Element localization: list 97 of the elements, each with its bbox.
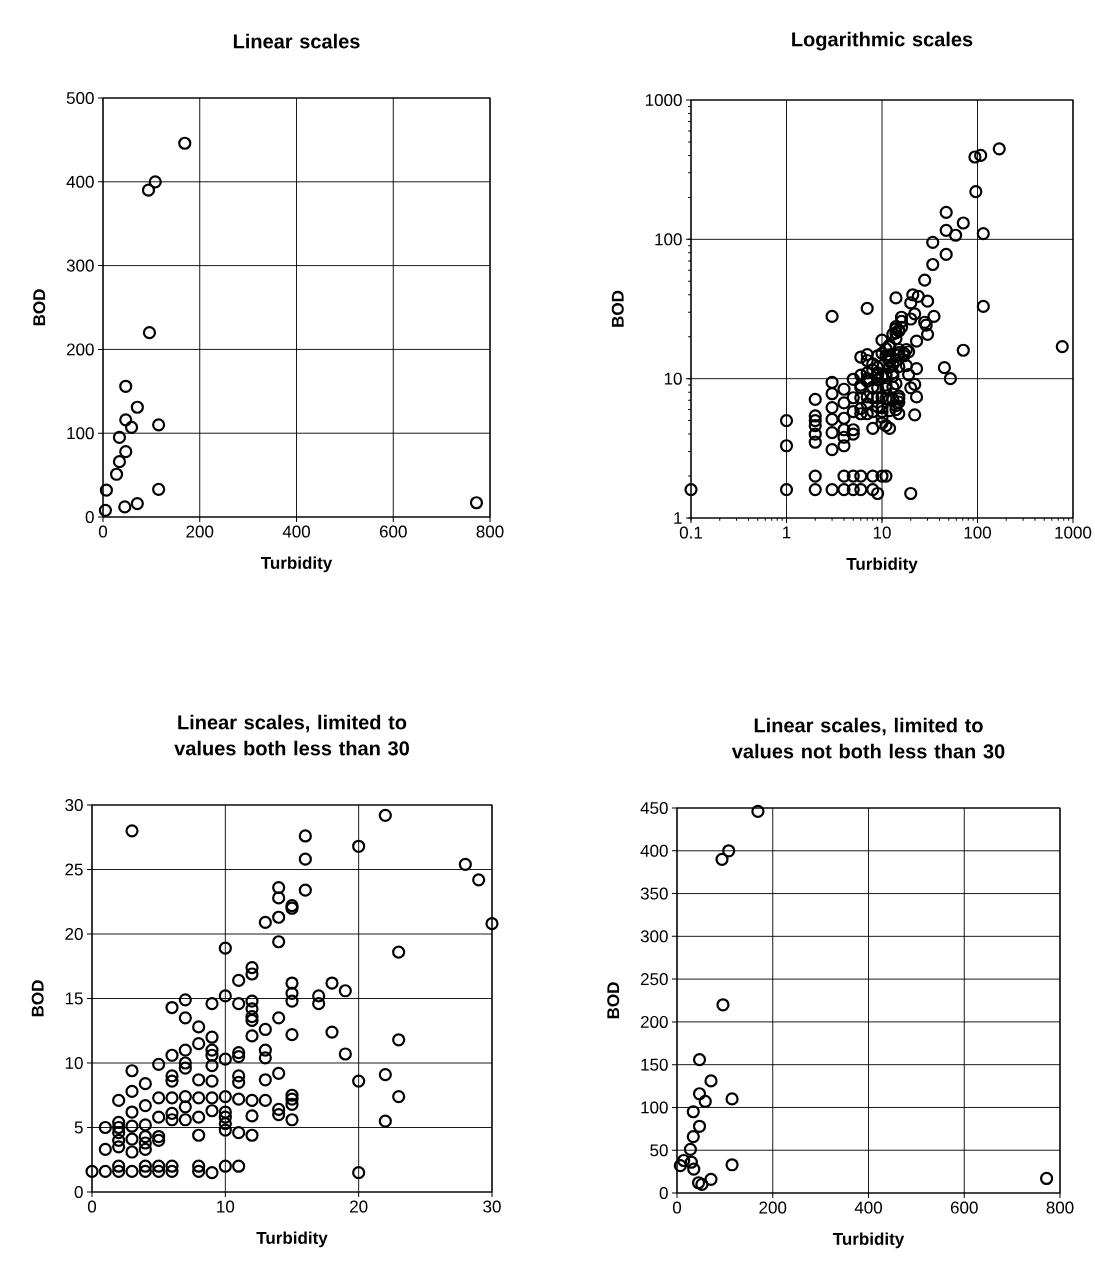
point — [683, 1142, 697, 1156]
point — [704, 1074, 718, 1088]
x-tick-label: 600 — [950, 1201, 978, 1214]
point — [118, 500, 132, 514]
point — [112, 455, 126, 469]
y-tick-label: 0 — [74, 1185, 83, 1199]
point — [141, 183, 155, 197]
point — [725, 1158, 739, 1172]
y-tick-label: 100 — [641, 1101, 668, 1114]
point — [124, 420, 139, 434]
y-tick-label: 100 — [67, 427, 94, 440]
x-axis-title: Turbidity — [260, 556, 333, 573]
point — [673, 1159, 687, 1173]
x-tick-label: 0 — [98, 525, 107, 538]
point — [178, 136, 192, 150]
y-tick-label: 200 — [66, 343, 94, 356]
x-tick-label: 30 — [483, 1200, 501, 1213]
y-tick-label: 150 — [641, 1058, 668, 1071]
point — [722, 844, 736, 858]
point — [686, 1105, 700, 1119]
y-tick-label: 10 — [664, 372, 682, 385]
y-tick-label: 10 — [65, 1056, 83, 1070]
y-axis-title: BOD — [611, 290, 624, 327]
x-tick-label: 20 — [349, 1200, 368, 1213]
y-tick-label: 400 — [66, 175, 94, 188]
x-tick-label: 200 — [759, 1201, 787, 1214]
x-axis-title: Turbidity — [256, 1231, 328, 1248]
point — [692, 1052, 706, 1067]
x-axis-title: Turbidity — [846, 557, 918, 574]
y-axis-title: BOD — [33, 289, 46, 326]
point — [112, 430, 126, 444]
y-tick-label: 1 — [674, 512, 682, 524]
point — [130, 400, 144, 414]
point — [725, 1092, 739, 1106]
chart-title: Linear scales, limited to values both less than 30 — [174, 714, 409, 756]
point — [716, 998, 730, 1012]
x-tick-label: 10 — [873, 526, 891, 539]
point — [684, 1155, 698, 1169]
x-tick-label: 600 — [379, 525, 407, 538]
point — [691, 1176, 706, 1190]
y-tick-label: 500 — [66, 91, 94, 105]
point — [119, 379, 133, 393]
y-tick-label: 5 — [74, 1121, 83, 1134]
point — [469, 496, 483, 510]
y-tick-label: 0 — [659, 1186, 668, 1200]
x-axis-title: Turbidity — [832, 1232, 905, 1249]
point — [687, 1162, 701, 1176]
y-tick-label: 250 — [640, 973, 668, 986]
x-tick-label: 10 — [217, 1200, 235, 1213]
point — [692, 1087, 706, 1101]
point — [686, 1129, 700, 1144]
chart-title: Linear scales, limited to values not both less than 30 — [731, 717, 1005, 759]
point — [715, 852, 729, 866]
y-tick-label: 50 — [650, 1144, 668, 1157]
point — [130, 497, 144, 511]
x-tick-label: 1 — [782, 526, 791, 539]
point — [109, 467, 124, 481]
point — [692, 1119, 706, 1133]
point — [142, 326, 156, 340]
y-tick-label: 450 — [640, 801, 668, 815]
x-tick-label: 800 — [476, 525, 504, 538]
y-tick-label: 25 — [65, 863, 83, 876]
y-tick-label: 400 — [640, 844, 668, 857]
point — [695, 1177, 709, 1192]
y-tick-label: 20 — [65, 927, 83, 941]
y-tick-label: 300 — [640, 930, 668, 943]
y-tick-label: 0 — [85, 510, 94, 524]
point — [1039, 1171, 1054, 1186]
x-tick-label: 800 — [1046, 1201, 1074, 1214]
point — [151, 418, 166, 432]
point — [677, 1153, 691, 1168]
point — [751, 804, 765, 819]
y-tick-label: 100 — [655, 233, 682, 246]
point — [119, 445, 133, 459]
point — [151, 482, 166, 496]
y-axis-title: BOD — [607, 982, 620, 1019]
x-tick-label: 0.1 — [679, 526, 702, 539]
point — [698, 1094, 712, 1109]
point — [148, 175, 162, 189]
chart-title: Logarithmic scales — [792, 31, 973, 51]
x-tick-label: 400 — [854, 1201, 882, 1214]
x-tick-label: 200 — [186, 525, 214, 538]
x-tick-label: 1000 — [1055, 526, 1092, 539]
y-tick-label: 30 — [65, 798, 83, 812]
point — [704, 1172, 718, 1186]
y-tick-label: 200 — [640, 1015, 668, 1028]
y-tick-label: 300 — [66, 259, 94, 272]
x-tick-label: 400 — [282, 525, 310, 538]
y-tick-label: 1000 — [645, 93, 682, 107]
y-axis-title: BOD — [31, 980, 44, 1017]
point — [119, 413, 133, 427]
chart-title: Linear scales — [233, 33, 360, 49]
y-tick-label: 350 — [640, 887, 668, 900]
point — [99, 483, 113, 497]
y-tick-label: 15 — [65, 992, 83, 1005]
point — [98, 503, 112, 517]
x-tick-label: 100 — [964, 526, 991, 539]
